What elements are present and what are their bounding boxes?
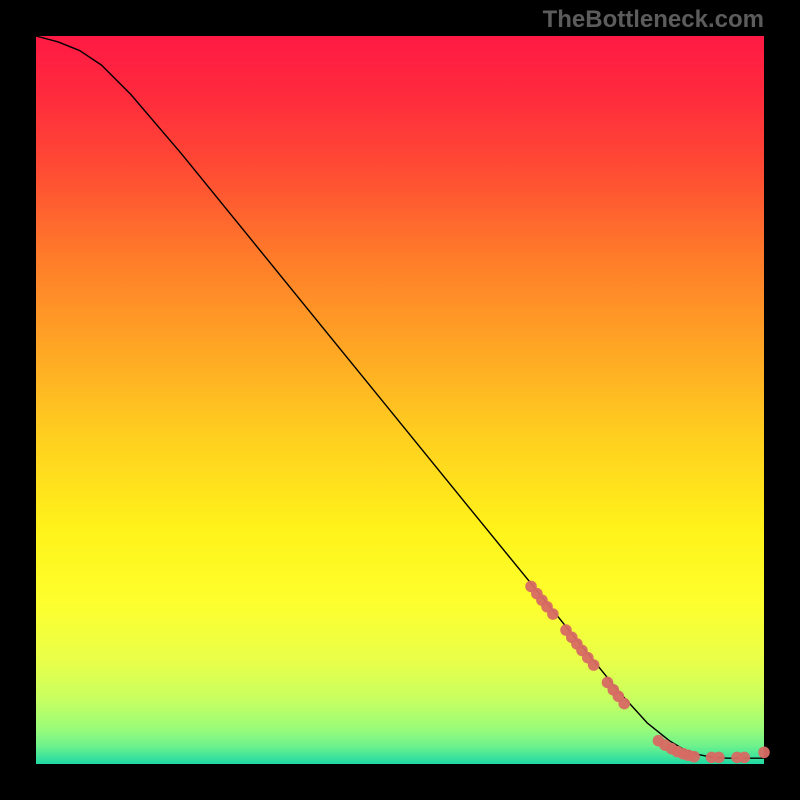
marker-point (713, 752, 725, 764)
marker-point (688, 751, 700, 763)
chart-stage: TheBottleneck.com (0, 0, 800, 800)
marker-point (588, 659, 600, 671)
marker-point (618, 698, 630, 710)
marker-point (758, 747, 770, 759)
watermark-text: TheBottleneck.com (543, 6, 764, 34)
chart-overlay (0, 0, 800, 800)
marker-point (547, 608, 559, 620)
marker-point (739, 752, 751, 764)
gradient-background (36, 36, 764, 764)
